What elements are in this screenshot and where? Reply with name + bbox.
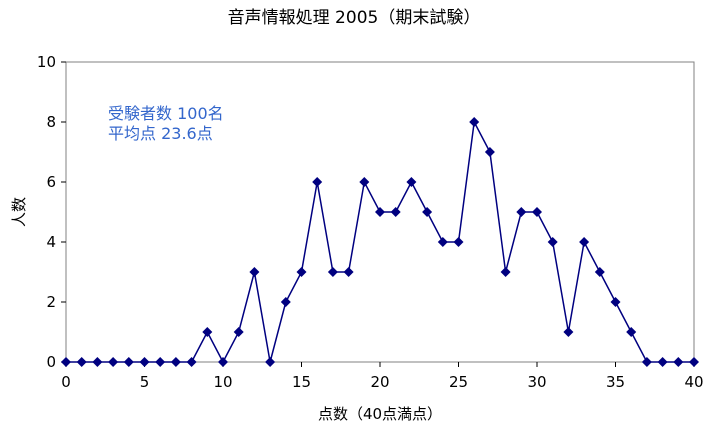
data-point: [359, 177, 370, 187]
data-point: [516, 207, 527, 217]
x-axis-label: 点数（40点満点）: [318, 405, 442, 423]
data-point: [123, 357, 134, 367]
data-point: [265, 357, 276, 367]
x-tick-label: 0: [61, 373, 71, 391]
data-point: [437, 237, 448, 247]
data-point: [673, 357, 684, 367]
data-point: [579, 237, 590, 247]
x-tick-label: 15: [292, 373, 311, 391]
data-point: [108, 357, 119, 367]
data-point: [218, 357, 228, 367]
data-point: [453, 237, 464, 247]
data-point: [641, 357, 652, 367]
x-tick-label: 35: [606, 373, 625, 391]
x-tick-label: 10: [213, 373, 232, 391]
data-point: [76, 357, 87, 367]
data-point: [594, 267, 605, 277]
data-point: [469, 117, 480, 127]
data-point: [233, 327, 244, 337]
data-point: [296, 267, 307, 277]
y-tick-label: 10: [37, 53, 56, 71]
x-tick-label: 30: [527, 373, 546, 391]
y-tick-label: 0: [46, 353, 56, 371]
data-point: [626, 327, 637, 337]
data-point: [375, 207, 385, 217]
x-tick-label: 25: [449, 373, 468, 391]
data-point: [280, 297, 291, 307]
y-tick-label: 8: [46, 113, 56, 131]
annotation-examinees: 受験者数 100名: [108, 104, 224, 123]
data-point: [547, 237, 558, 247]
data-point: [689, 357, 699, 367]
data-point: [390, 207, 401, 217]
data-point: [563, 327, 574, 337]
series: [61, 117, 699, 367]
data-point: [155, 357, 166, 367]
y-axis-ticks: 0 2 4 6 8 10: [37, 53, 66, 371]
x-tick-label: 5: [140, 373, 150, 391]
data-point: [657, 357, 668, 367]
data-point: [422, 207, 433, 217]
data-point: [139, 357, 150, 367]
x-axis-ticks: 0 5 10 15 20 25 30 35 40: [61, 362, 704, 391]
data-point: [406, 177, 417, 187]
y-tick-label: 2: [46, 293, 56, 311]
y-axis-label: 人数: [10, 197, 28, 227]
data-point: [170, 357, 181, 367]
data-point: [610, 297, 621, 307]
y-tick-label: 6: [46, 173, 56, 191]
data-point: [312, 177, 323, 187]
x-tick-label: 20: [370, 373, 389, 391]
data-point: [484, 147, 495, 157]
data-point: [186, 357, 197, 367]
x-tick-label: 40: [684, 373, 703, 391]
data-point: [202, 327, 213, 337]
data-point: [249, 267, 260, 277]
data-point: [61, 357, 71, 367]
data-point: [500, 267, 511, 277]
data-point: [327, 267, 338, 277]
data-point: [343, 267, 354, 277]
annotation-average: 平均点 23.6点: [108, 124, 213, 143]
chart-title: 音声情報処理 2005（期末試験）: [228, 8, 481, 28]
data-point: [532, 207, 542, 217]
y-tick-label: 4: [46, 233, 56, 251]
data-point: [92, 357, 103, 367]
